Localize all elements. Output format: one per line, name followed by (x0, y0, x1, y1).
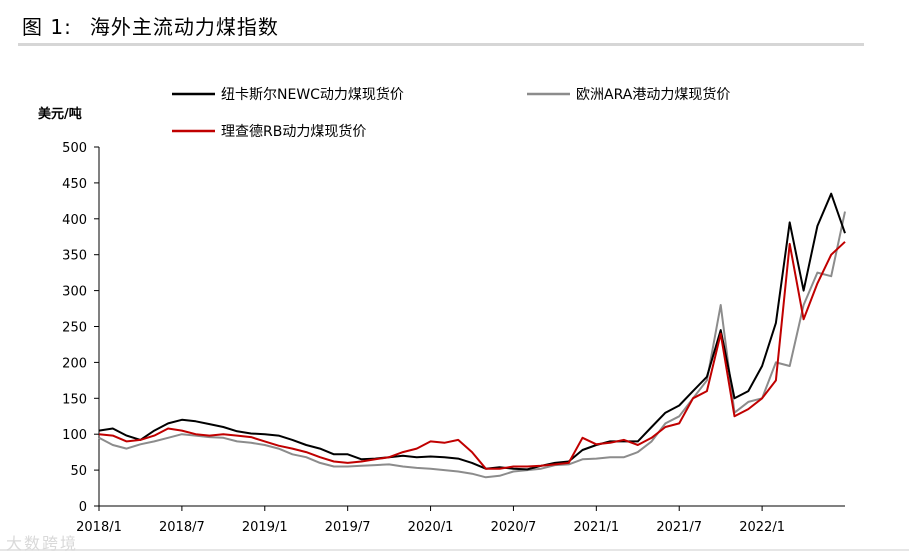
y-tick-label: 400 (62, 213, 87, 228)
bottom-divider (0, 549, 909, 551)
y-tick-label: 500 (62, 141, 87, 156)
x-tick-label: 2021/1 (573, 520, 619, 535)
figure-number: 图 1: (22, 15, 72, 39)
x-tick-label: 2019/1 (242, 520, 288, 535)
y-axis-label: 美元/吨 (38, 106, 82, 122)
x-tick-label: 2018/7 (159, 520, 205, 535)
y-tick-label: 0 (79, 500, 87, 515)
title-divider (18, 43, 864, 46)
x-tick-label: 2020/7 (491, 520, 537, 535)
y-tick-label: 150 (62, 392, 87, 407)
series-line-0 (98, 192, 846, 471)
y-tick-label: 300 (62, 285, 87, 300)
series-lines (98, 192, 846, 479)
x-tick-label: 2022/1 (739, 520, 785, 535)
figure-title: 图 1: 海外主流动力煤指数 (22, 11, 279, 40)
x-tick-label: 2021/7 (656, 520, 702, 535)
x-tick-label: 2019/7 (325, 520, 371, 535)
y-tick-label: 50 (70, 464, 87, 479)
x-tick-label: 2020/1 (408, 520, 454, 535)
legend-label-2: 理查德RB动力煤现货价 (221, 123, 366, 140)
y-tick-label: 200 (62, 356, 87, 371)
y-tick-label: 100 (62, 428, 87, 443)
legend-label-0: 纽卡斯尔NEWC动力煤现货价 (221, 86, 404, 103)
series-line-2 (98, 241, 846, 470)
y-tick-label: 450 (62, 177, 87, 192)
y-tick-label: 250 (62, 321, 87, 336)
series-line-1 (98, 211, 846, 479)
watermark-logo: 大数跨境 (6, 534, 79, 553)
x-tick-label: 2018/1 (76, 520, 122, 535)
legend-label-1: 欧洲ARA港动力煤现货价 (576, 86, 730, 103)
y-tick-label: 350 (62, 249, 87, 264)
figure-title-text: 海外主流动力煤指数 (89, 15, 279, 39)
axes: 0 50 100 150 200 250 300 350 400 450 500 2018/1 2018… (62, 141, 845, 535)
